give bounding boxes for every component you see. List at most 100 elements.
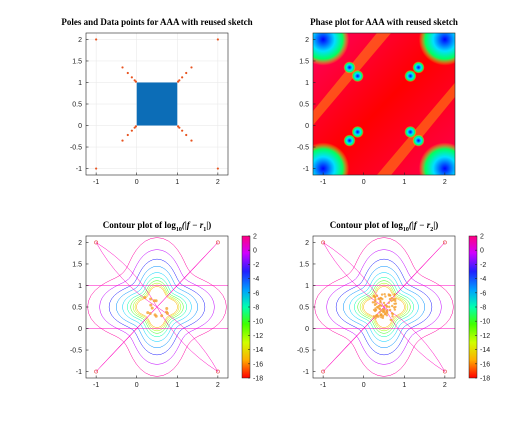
y-tick-label: 0.5	[72, 305, 82, 312]
poles-panel: -1 0 1 2 -1 -0.5 0 0.5 1 1.5 2 Poles and Data point…	[61, 17, 252, 186]
title-subscript: 10	[176, 227, 182, 233]
error-speckle	[394, 297, 397, 301]
y-tick-label: 0	[78, 123, 82, 130]
colorbar-tick-label: -14	[480, 347, 490, 354]
pole-point	[121, 66, 124, 69]
data-points-region	[136, 82, 178, 126]
x-tick-label: 2	[443, 179, 447, 186]
error-speckle	[391, 315, 394, 318]
chart-title: Poles and Data points for AAA with reuse…	[61, 17, 252, 27]
colorbar-tick-label: -16	[253, 361, 263, 368]
contour-level	[357, 280, 411, 334]
error-speckle	[165, 311, 169, 315]
pole-point	[121, 139, 124, 142]
pole-point	[216, 167, 219, 170]
y-tick-label: 1	[78, 80, 82, 87]
colorbar-tick-label: 2	[480, 234, 484, 241]
error-speckle	[381, 314, 385, 318]
y-tick-label: 1.5	[72, 261, 82, 268]
error-speckle	[385, 310, 389, 313]
error-speckle	[388, 293, 392, 297]
colorbar-tick-label: -10	[480, 319, 490, 326]
error-speckle	[372, 308, 376, 312]
error-speckle	[383, 312, 387, 316]
pole-point	[134, 80, 138, 83]
y-tick-label: -0.5	[70, 145, 82, 152]
y-tick-label: 0	[305, 123, 309, 130]
error-speckle	[378, 311, 381, 314]
y-tick-label: 1.5	[299, 261, 309, 268]
x-tick-label: 0	[362, 382, 366, 389]
contour-level	[354, 277, 414, 337]
title-end: |)	[206, 220, 211, 230]
error-speckle	[393, 308, 397, 311]
error-speckle	[380, 293, 384, 296]
contour-level	[383, 306, 445, 372]
y-tick-label: 0.5	[299, 305, 309, 312]
chart-title: Contour plot of log10(|f − r1|)	[103, 220, 212, 233]
title-main: Contour plot of log	[330, 220, 404, 230]
error-speckle	[149, 303, 153, 307]
y-tick-label: -1	[76, 369, 82, 376]
phase-vortex-small	[351, 70, 364, 83]
colorbar-tick-label: 2	[253, 234, 257, 241]
colorbar-tick-label: -2	[253, 262, 259, 269]
error-speckle	[393, 293, 396, 296]
pole-point	[126, 71, 129, 75]
colorbar-tick-label: -4	[253, 276, 259, 283]
contour-level	[95, 242, 158, 308]
x-tick-label: 0	[362, 179, 366, 186]
x-tick-label: 0	[135, 179, 139, 186]
phase-image	[313, 33, 455, 175]
contour-level	[343, 266, 425, 348]
y-tick-label: 0	[78, 326, 82, 333]
y-tick-label: 1.5	[299, 58, 309, 65]
phase-vortex-small	[404, 125, 417, 138]
pole-point	[190, 139, 193, 142]
error-speckle	[390, 304, 394, 308]
y-tick-label: 1.5	[72, 58, 82, 65]
y-tick-label: 0.5	[72, 102, 82, 109]
error-speckle	[149, 297, 153, 301]
y-tick-label: -1	[76, 166, 82, 173]
error-speckle	[371, 301, 375, 304]
contour-level	[322, 242, 385, 308]
pole-point	[130, 76, 133, 79]
error-speckle	[375, 315, 379, 318]
contour-level	[359, 282, 409, 332]
error-speckle	[387, 305, 391, 309]
pole-marker	[94, 240, 99, 245]
colorbar-tick-label: -16	[480, 361, 490, 368]
contour-lines	[313, 237, 455, 377]
colorbar-tick-label: -2	[480, 262, 486, 269]
title-main: Phase plot for AAA with reused sketch	[310, 17, 458, 27]
title-tail: (|f − r	[182, 220, 204, 230]
colorbar-tick-label: -10	[253, 319, 263, 326]
y-tick-label: 1	[78, 283, 82, 290]
pole-marker	[215, 240, 220, 245]
pole-point	[185, 71, 188, 75]
pole-marker	[321, 369, 326, 374]
x-tick-label: -1	[93, 382, 99, 389]
pole-point	[176, 125, 180, 128]
pole-marker	[94, 369, 99, 374]
title-main: Poles and Data points for AAA with reuse…	[61, 17, 252, 27]
x-tick-label: -1	[320, 382, 326, 389]
error-speckle	[390, 296, 393, 300]
phase-vortex-small	[343, 61, 356, 74]
contour-level	[361, 284, 407, 330]
error-speckle	[154, 314, 158, 318]
contour-level	[326, 249, 442, 365]
y-tick-label: 1	[305, 283, 309, 290]
error-speckle	[393, 302, 396, 305]
phase-panel: -1 0 1 2 -1 -0.5 0 0.5 1 1.5 2 Phase plot for AAA w…	[297, 17, 458, 186]
error-speckle	[388, 297, 392, 301]
pole-point	[181, 129, 184, 132]
title-main: Contour plot of log	[103, 220, 177, 230]
y-tick-label: 2	[78, 37, 82, 44]
y-tick-label: 2	[305, 240, 309, 247]
contour-level	[335, 258, 433, 356]
colorbar-tick-label: -8	[253, 305, 259, 312]
error-speckle	[143, 295, 147, 299]
phase-vortex-small	[351, 125, 364, 138]
